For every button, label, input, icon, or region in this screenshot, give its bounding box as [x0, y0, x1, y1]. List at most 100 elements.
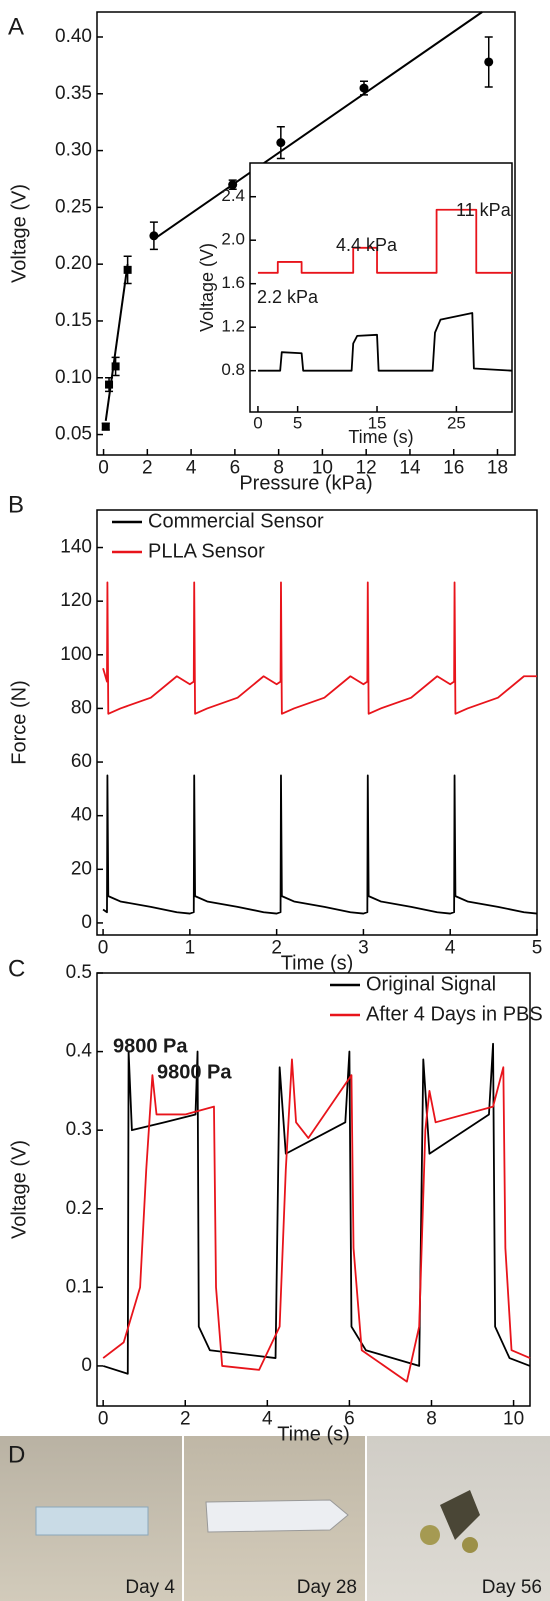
y-tick-label: 0.1 — [66, 1276, 92, 1297]
annotation: 9800 Pa — [157, 1061, 232, 1083]
legend-label: Original Signal — [366, 973, 496, 995]
x-tick-label: 0 — [98, 457, 109, 478]
data-point — [123, 265, 132, 274]
y-axis-label: Voltage (V) — [197, 243, 217, 332]
x-axis-label: Time (s) — [348, 427, 413, 447]
y-tick-label: 40 — [71, 805, 92, 826]
y-tick-label: 0.2 — [66, 1198, 92, 1219]
data-point — [111, 362, 120, 371]
data-point — [101, 422, 110, 431]
data-point — [276, 138, 286, 148]
legend-label: Commercial Sensor — [148, 510, 324, 532]
data-line — [257, 208, 512, 274]
photo-caption: Day 28 — [297, 1577, 357, 1598]
data-point — [359, 83, 369, 93]
y-tick-label: 0.3 — [66, 1119, 92, 1140]
y-tick-label: 0.20 — [55, 253, 92, 274]
y-tick-label: 1.6 — [221, 273, 245, 292]
legend-label: After 4 Days in PBS — [366, 1003, 543, 1025]
y-axis-label: Force (N) — [8, 680, 30, 764]
y-axis-label: Voltage (V) — [8, 1140, 30, 1239]
y-tick-label: 0.4 — [66, 1041, 93, 1062]
sample — [205, 1499, 349, 1533]
data-line — [102, 1042, 531, 1375]
y-tick-label: 2.4 — [221, 186, 245, 205]
annotation: 4.4 kPa — [336, 235, 398, 255]
x-tick-label: 4 — [445, 937, 456, 958]
x-tick-label: 0 — [98, 1408, 109, 1429]
x-tick-label: 6 — [344, 1408, 355, 1429]
legend-label: PLLA Sensor — [148, 540, 265, 562]
x-tick-label: 0 — [98, 937, 109, 958]
x-tick-label: 5 — [293, 413, 302, 432]
x-tick-label: 18 — [487, 457, 508, 478]
x-tick-label: 6 — [230, 457, 241, 478]
panel-label: A — [8, 13, 24, 40]
panel-label: C — [8, 955, 25, 982]
y-tick-label: 0 — [81, 1355, 92, 1376]
y-tick-label: 0.05 — [55, 424, 92, 445]
x-tick-label: 16 — [443, 457, 464, 478]
x-tick-label: 0 — [253, 413, 262, 432]
y-tick-label: 0.25 — [55, 196, 92, 217]
y-tick-label: 0 — [81, 912, 92, 933]
sample — [440, 1490, 480, 1540]
x-axis-label: Pressure (kPa) — [239, 473, 372, 495]
photo-caption: Day 4 — [125, 1577, 175, 1598]
fit-line — [104, 264, 129, 422]
x-tick-label: 8 — [273, 457, 284, 478]
plot-frame — [96, 11, 516, 456]
y-tick-label: 0.10 — [55, 367, 92, 388]
x-tick-label: 10 — [312, 457, 333, 478]
fit-line — [153, 11, 483, 241]
annotation: 2.2 kPa — [257, 287, 319, 307]
photo-caption: Day 56 — [482, 1577, 542, 1598]
panel-label: B — [8, 491, 24, 518]
x-tick-label: 2 — [271, 937, 282, 958]
sample — [35, 1506, 149, 1536]
x-tick-label: 8 — [426, 1408, 437, 1429]
y-tick-label: 0.8 — [221, 360, 245, 379]
x-tick-label: 14 — [399, 457, 421, 478]
annotation: 11 kPa — [456, 200, 512, 220]
x-tick-label: 5 — [532, 937, 543, 958]
data-line — [257, 312, 513, 372]
y-tick-label: 120 — [60, 590, 92, 611]
x-tick-label: 12 — [356, 457, 377, 478]
y-tick-label: 0.5 — [66, 962, 92, 983]
x-tick-label: 4 — [186, 457, 197, 478]
x-axis-label: Time (s) — [281, 953, 354, 975]
x-tick-label: 1 — [185, 937, 196, 958]
y-tick-label: 0.40 — [55, 26, 92, 47]
panel-label: D — [8, 1441, 25, 1468]
y-tick-label: 0.35 — [55, 83, 92, 104]
data-point — [149, 231, 159, 241]
data-point — [228, 180, 238, 190]
x-axis-label: Time (s) — [277, 1424, 350, 1446]
x-tick-label: 10 — [503, 1408, 524, 1429]
y-tick-label: 0.15 — [55, 310, 92, 331]
x-tick-label: 3 — [358, 937, 369, 958]
y-axis-label: Voltage (V) — [8, 184, 30, 283]
y-tick-label: 100 — [60, 644, 92, 665]
annotation: 9800 Pa — [113, 1035, 188, 1057]
y-tick-label: 0.30 — [55, 140, 92, 161]
y-tick-label: 60 — [71, 751, 92, 772]
y-tick-label: 80 — [71, 697, 92, 718]
plot-frame — [96, 509, 538, 936]
data-line — [102, 581, 537, 715]
x-tick-label: 15 — [368, 413, 387, 432]
data-point — [105, 380, 114, 389]
y-tick-label: 140 — [60, 537, 92, 558]
photo-panel: D Day 4 Day 28 Day 56 — [0, 1436, 550, 1601]
x-tick-label: 2 — [142, 457, 153, 478]
data-line — [102, 774, 538, 915]
plot-frame — [249, 162, 513, 413]
sample — [420, 1525, 440, 1545]
x-tick-label: 4 — [262, 1408, 273, 1429]
x-tick-label: 25 — [447, 413, 466, 432]
sample — [462, 1537, 478, 1553]
plot-frame — [96, 972, 531, 1407]
y-tick-label: 1.2 — [221, 317, 245, 336]
